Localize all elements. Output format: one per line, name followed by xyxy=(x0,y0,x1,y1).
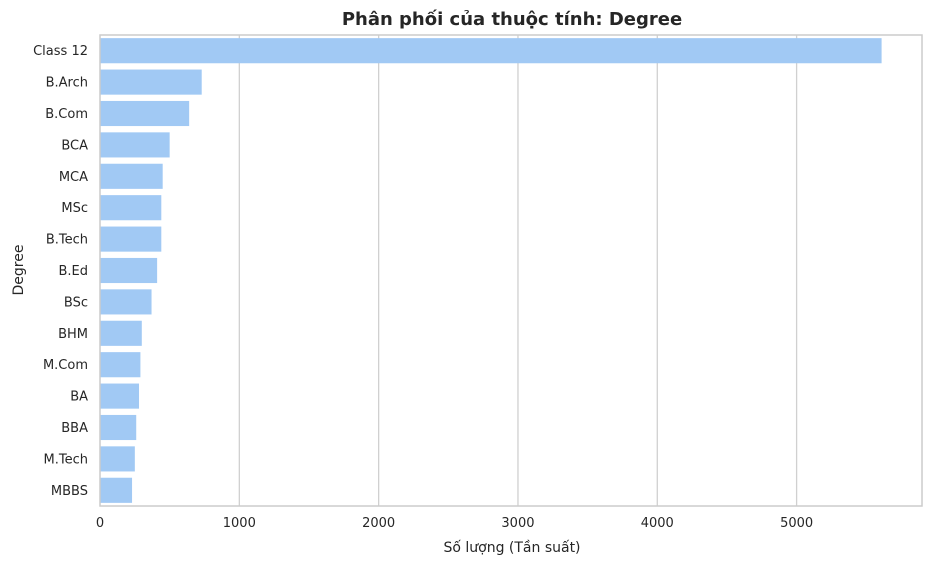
y-tick-label: Class 12 xyxy=(33,44,88,59)
y-tick-label: BCA xyxy=(61,138,88,153)
x-tick-label: 0 xyxy=(96,516,104,531)
y-tick-label: B.Tech xyxy=(46,233,88,248)
bar-b-tech xyxy=(100,226,162,252)
bar-ba xyxy=(100,383,140,409)
chart-title: Phân phối của thuộc tính: Degree xyxy=(342,9,682,30)
y-tick-label: B.Arch xyxy=(46,76,88,91)
y-tick-label: MSc xyxy=(61,201,88,216)
x-tick-label: 5000 xyxy=(780,516,813,531)
x-tick-label: 4000 xyxy=(641,516,674,531)
x-tick-label: 2000 xyxy=(362,516,395,531)
x-tick-label: 1000 xyxy=(223,516,256,531)
bar-b-ed xyxy=(100,257,158,284)
y-tick-label: B.Com xyxy=(45,107,88,122)
bar-bca xyxy=(100,132,170,158)
y-tick-label: M.Com xyxy=(43,358,88,373)
y-tick-label: M.Tech xyxy=(44,452,88,467)
plot-frame xyxy=(99,34,923,507)
bar-bsc xyxy=(100,289,152,315)
y-tick-label: MBBS xyxy=(51,484,88,499)
y-tick-label: BSc xyxy=(64,295,88,310)
y-tick-label: BBA xyxy=(61,421,88,436)
y-axis-label: Degree xyxy=(11,245,27,296)
bar-mbbs xyxy=(100,477,133,503)
bar-msc xyxy=(100,195,162,221)
bar-b-com xyxy=(100,100,190,127)
bar-bba xyxy=(100,414,137,441)
x-axis-label: Số lượng (Tần suất) xyxy=(443,539,580,556)
bar-m-com xyxy=(100,352,141,378)
bar-bhm xyxy=(100,320,142,346)
bar-class-12 xyxy=(100,38,882,64)
y-tick-label: MCA xyxy=(59,170,88,185)
x-tick-labels: 0 1000 2000 3000 4000 5000 xyxy=(96,516,813,531)
y-tick-label: BA xyxy=(70,390,88,405)
bar-layer xyxy=(100,38,882,503)
x-tick-label: 3000 xyxy=(501,516,534,531)
y-tick-labels: Class 12 B.Arch B.Com BCA MCA MSc B.Tech B.Ed BS… xyxy=(33,44,88,499)
y-tick-label: B.Ed xyxy=(58,264,88,279)
bar-b-arch xyxy=(100,69,202,95)
y-tick-label: BHM xyxy=(58,327,88,342)
bar-mca xyxy=(100,163,163,189)
bar-m-tech xyxy=(100,446,135,472)
grid-layer xyxy=(238,35,798,506)
